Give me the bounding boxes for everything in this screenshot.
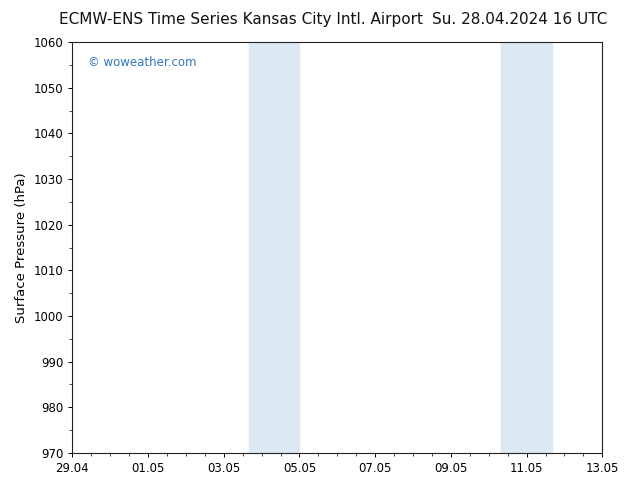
Bar <box>274 42 299 453</box>
Bar <box>249 42 274 453</box>
Y-axis label: Surface Pressure (hPa): Surface Pressure (hPa) <box>15 172 28 323</box>
Text: ECMW-ENS Time Series Kansas City Intl. Airport: ECMW-ENS Time Series Kansas City Intl. A… <box>59 12 423 27</box>
Bar <box>527 42 552 453</box>
Bar <box>501 42 527 453</box>
Text: © woweather.com: © woweather.com <box>88 56 197 70</box>
Text: Su. 28.04.2024 16 UTC: Su. 28.04.2024 16 UTC <box>432 12 607 27</box>
